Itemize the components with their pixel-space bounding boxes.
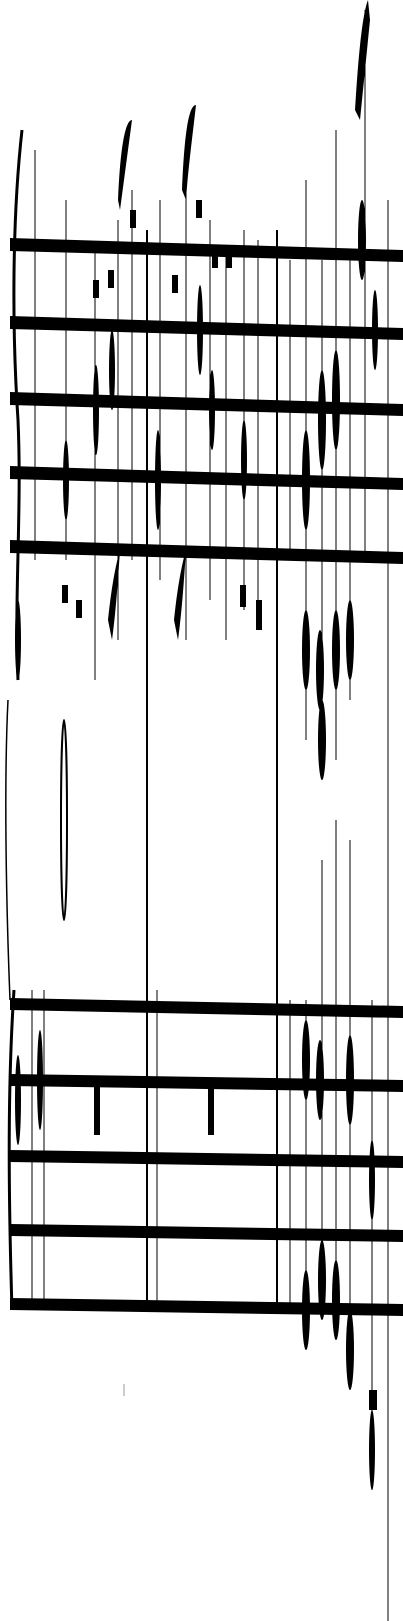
note-head <box>94 1085 100 1135</box>
note-head <box>316 1040 324 1120</box>
note-head <box>369 1410 375 1490</box>
staff-line <box>10 392 403 416</box>
note-head <box>130 210 136 228</box>
staff-line <box>10 1224 403 1242</box>
note-head <box>318 370 326 470</box>
note-head <box>208 1085 214 1135</box>
note-head <box>302 1020 310 1100</box>
clef-curve <box>5 699 11 1001</box>
flag <box>108 550 120 640</box>
note-head <box>346 1035 354 1125</box>
note-head <box>318 1240 326 1320</box>
clef-marks <box>5 129 24 1311</box>
note-head <box>332 350 340 450</box>
staff-line <box>10 316 403 340</box>
flag <box>182 105 196 200</box>
note-head <box>196 200 202 218</box>
note-head <box>209 370 215 450</box>
note-head <box>332 610 340 690</box>
note-head <box>358 200 366 280</box>
note-head <box>241 420 247 500</box>
staff-system-top <box>10 238 403 564</box>
note-head <box>226 250 232 268</box>
flag <box>118 120 132 210</box>
note-head <box>346 600 354 680</box>
note-head <box>15 1055 21 1145</box>
note-head <box>93 365 99 455</box>
note-head <box>256 600 262 630</box>
clef-curve <box>12 129 24 681</box>
note-head <box>302 430 310 530</box>
flag <box>355 0 370 120</box>
note-head <box>93 280 99 298</box>
note-head <box>369 1140 375 1220</box>
note-head <box>60 719 68 921</box>
staff-line <box>10 998 403 1018</box>
clef-curve <box>7 989 16 1311</box>
note-head <box>332 1260 340 1340</box>
note-head <box>346 1310 354 1390</box>
note-head <box>108 270 114 288</box>
note-head <box>15 600 21 680</box>
note-head <box>62 585 68 603</box>
note-heads <box>15 0 378 1490</box>
note-head <box>109 330 115 410</box>
note-head <box>76 600 82 618</box>
note-head <box>155 430 161 530</box>
flag <box>174 550 186 640</box>
note-head <box>372 290 378 370</box>
note-head <box>63 440 69 520</box>
note-head <box>302 610 310 690</box>
staff-line <box>10 540 403 564</box>
note-head <box>369 1390 377 1410</box>
staff-line <box>10 1150 403 1168</box>
note-head <box>240 585 246 607</box>
note-head <box>302 1270 310 1350</box>
note-head <box>197 285 203 375</box>
note-head <box>318 700 326 780</box>
note-head <box>172 275 178 293</box>
note-head <box>212 250 218 268</box>
staff-line <box>10 238 403 262</box>
note-head <box>37 1030 43 1130</box>
note-head <box>316 630 324 710</box>
